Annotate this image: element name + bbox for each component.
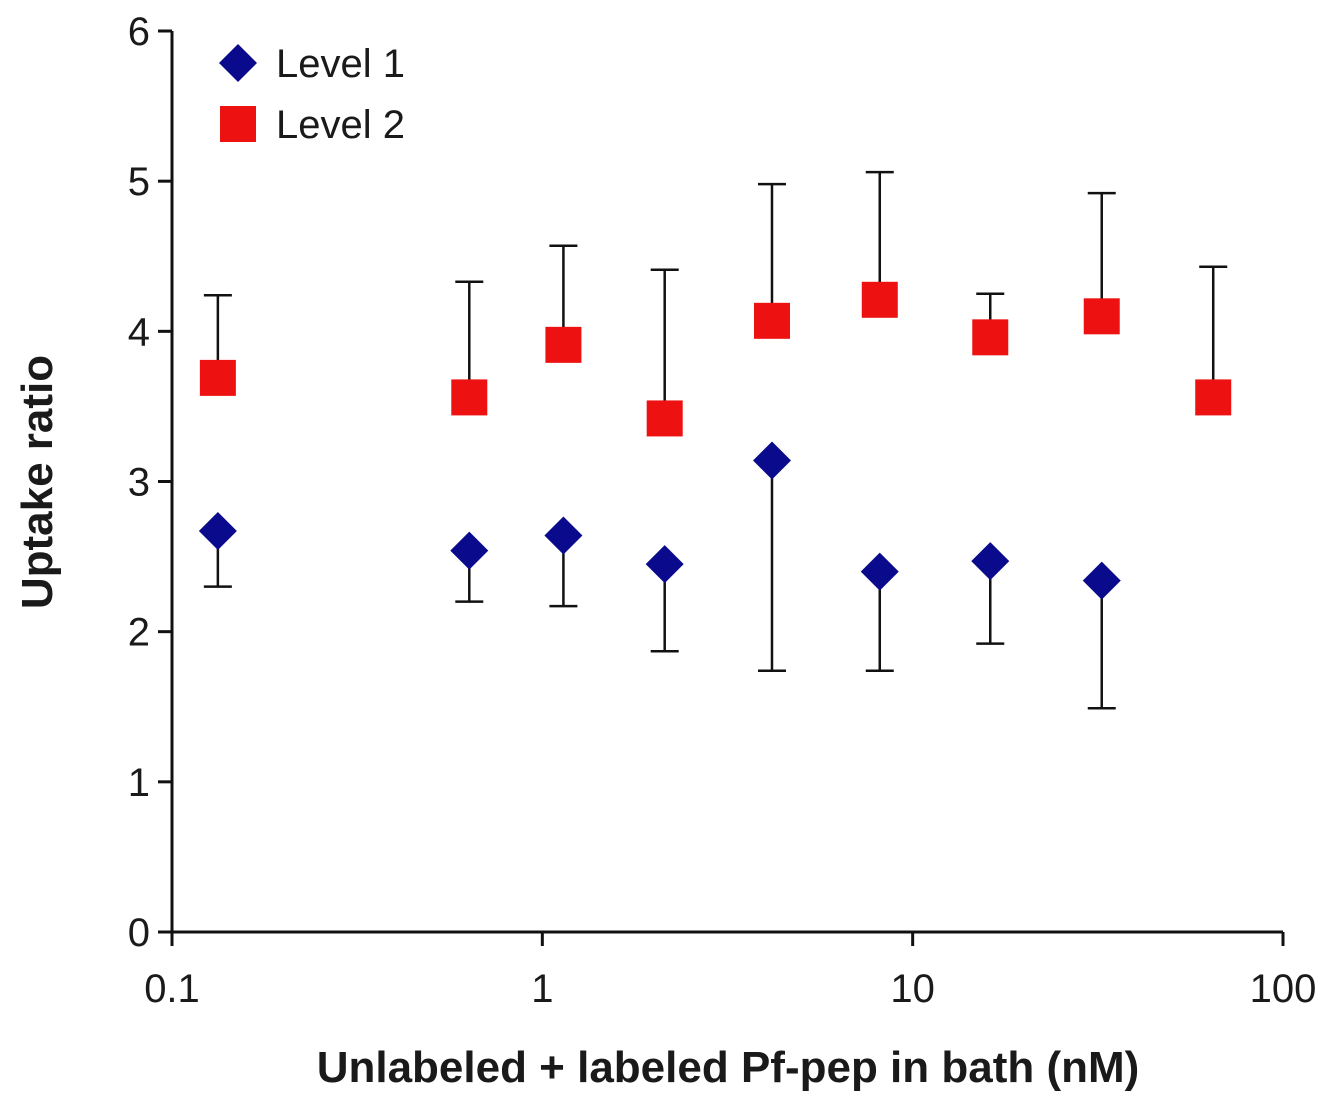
x-tick-label: 1	[531, 967, 553, 1011]
legend-label: Level 2	[276, 103, 405, 147]
error-bars	[203, 170, 1228, 710]
level-2-square-marker	[451, 379, 488, 416]
y-tick-label: 6	[128, 10, 150, 54]
legend-label: Level 1	[276, 42, 405, 86]
level-2-square-marker	[1195, 379, 1232, 416]
y-tick-label: 4	[128, 310, 150, 354]
x-tick-label: 100	[1250, 967, 1317, 1011]
x-tick-label: 10	[890, 967, 935, 1011]
level-1-diamond-marker	[1082, 561, 1121, 600]
level-1-diamond-marker	[544, 516, 583, 555]
legend-square-icon	[220, 106, 256, 142]
y-tick-label: 2	[128, 611, 150, 655]
level-1-diamond-marker	[860, 552, 899, 591]
legend-diamond-icon	[219, 44, 257, 82]
x-axis-title: Unlabeled + labeled Pf-pep in bath (nM)	[317, 1043, 1140, 1092]
y-tick-label: 3	[128, 461, 150, 505]
y-tick-label: 0	[128, 911, 150, 955]
level-2-square-marker	[753, 302, 790, 339]
data-markers	[198, 281, 1232, 600]
y-axis-title: Uptake ratio	[13, 355, 62, 609]
level-2-square-marker	[199, 359, 236, 396]
level-1-diamond-marker	[645, 545, 684, 584]
level-2-square-marker	[972, 319, 1009, 356]
x-tick-label: 0.1	[144, 967, 200, 1011]
plot-area: 0 1 2 3 4 5 6 0.1 1 10 100	[128, 10, 1317, 1011]
level-1-diamond-marker	[450, 531, 489, 570]
level-2-square-marker	[545, 326, 582, 363]
legend: Level 1 Level 2	[219, 42, 405, 147]
level-1-diamond-marker	[971, 542, 1010, 581]
level-1-diamond-marker	[198, 512, 237, 551]
x-axis-ticks: 0.1 1 10 100	[144, 932, 1316, 1011]
level-2-square-marker	[1083, 298, 1120, 335]
level-2-square-marker	[646, 400, 683, 437]
y-axis-ticks: 0 1 2 3 4 5 6	[128, 10, 172, 955]
y-tick-label: 1	[128, 761, 150, 805]
y-tick-label: 5	[128, 160, 150, 204]
level-1-diamond-marker	[752, 441, 791, 480]
level-2-square-marker	[861, 281, 898, 318]
